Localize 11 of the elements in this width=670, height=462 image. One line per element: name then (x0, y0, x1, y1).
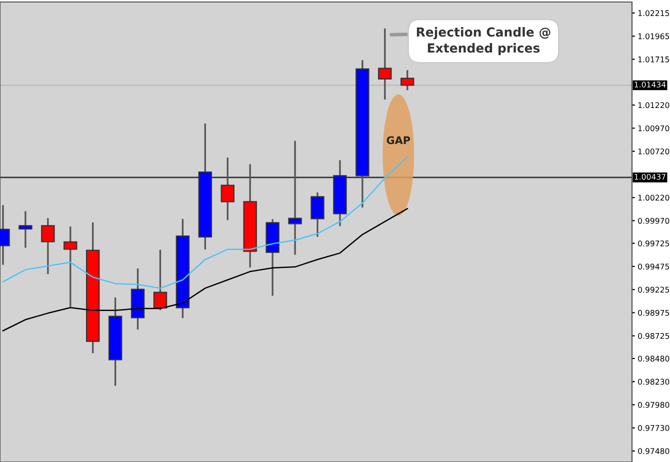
annotation: Rejection Candle @ Extended prices (416, 27, 550, 56)
candlestick (18, 211, 32, 248)
candlestick (153, 250, 168, 310)
candlestick (64, 226, 78, 307)
line-series (2, 208, 408, 332)
annotation: GAP (386, 136, 410, 144)
candlestick (378, 28, 392, 100)
candlestick (400, 70, 414, 90)
candlestick (310, 192, 324, 237)
candlestick (41, 218, 55, 274)
line-series (2, 156, 408, 289)
